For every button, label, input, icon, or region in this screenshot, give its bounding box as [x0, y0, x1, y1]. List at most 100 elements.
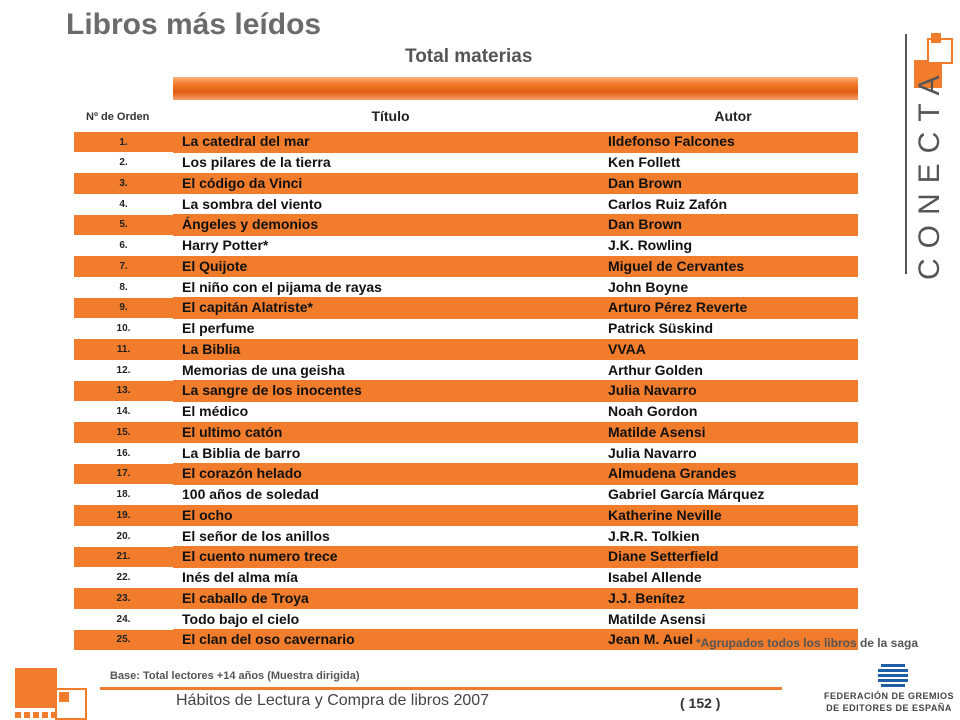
row-number: 4. — [74, 193, 173, 215]
row-number: 11. — [74, 339, 173, 360]
books-table: 1. La catedral del mar Ildefonso Falcones 2… — [74, 132, 858, 650]
table-row: 3. El código da Vinci Dan Brown — [74, 173, 858, 194]
corner-logo-dots — [15, 712, 55, 718]
row-number: 10. — [74, 318, 173, 339]
book-title: Ángeles y demonios — [173, 214, 608, 236]
table-row: 12. Memorias de una geisha Arthur Golden — [74, 359, 858, 381]
book-title: El ocho — [173, 505, 608, 526]
book-author: Dan Brown — [608, 173, 858, 194]
row-number: 20. — [74, 525, 173, 547]
book-author: Gabriel García Márquez — [608, 483, 858, 506]
book-author: Matilde Asensi — [608, 608, 858, 630]
column-header-autor: Autor — [714, 108, 752, 124]
federacion-line1: FEDERACIÓN DE GREMIOS — [823, 691, 954, 701]
table-row: 8. El niño con el pijama de rayas John Boy… — [74, 276, 858, 298]
book-title: El capitán Alatriste* — [173, 297, 608, 319]
book-title: La catedral del mar — [173, 132, 608, 153]
book-title: El corazón helado — [173, 463, 608, 485]
conecta-logo: CONECTA — [905, 30, 960, 280]
book-author: John Boyne — [608, 276, 858, 298]
table-row: 13. La sangre de los inocentes Julia Navar… — [74, 380, 858, 402]
book-author: Julia Navarro — [608, 380, 858, 402]
book-author: Isabel Allende — [608, 566, 858, 589]
row-number: 24. — [74, 608, 173, 630]
book-title: El médico — [173, 400, 608, 423]
table-row: 7. El Quijote Miguel de Cervantes — [74, 256, 858, 277]
row-number: 22. — [74, 567, 173, 588]
table-row: 4. La sombra del viento Carlos Ruiz Zafón — [74, 193, 858, 215]
table-row: 24. Todo bajo el cielo Matilde Asensi — [74, 608, 858, 630]
corner-logo-square — [15, 668, 57, 708]
book-title: Harry Potter* — [173, 234, 608, 257]
table-row: 2. Los pilares de la tierra Ken Follett — [74, 151, 858, 174]
table-row: 18. 100 años de soledad Gabriel García Már… — [74, 483, 858, 506]
book-title: El caballo de Troya — [173, 588, 608, 609]
book-title: La Biblia — [173, 339, 608, 360]
row-number: 25. — [74, 629, 173, 650]
book-author: Katherine Neville — [608, 505, 858, 526]
table-row: 23. El caballo de Troya J.J. Benítez — [74, 588, 858, 609]
row-number: 2. — [74, 152, 173, 173]
book-title: La sombra del viento — [173, 193, 608, 215]
books-table-body: 1. La catedral del mar Ildefonso Falcones 2… — [74, 132, 858, 650]
table-row: 6. Harry Potter* J.K. Rowling — [74, 234, 858, 257]
book-author: J.R.R. Tolkien — [608, 525, 858, 547]
book-title: La Biblia de barro — [173, 442, 608, 464]
row-number: 3. — [74, 173, 173, 194]
table-row: 17. El corazón helado Almudena Grandes — [74, 463, 858, 485]
row-number: 13. — [74, 380, 173, 402]
book-author: J.K. Rowling — [608, 234, 858, 257]
table-row: 21. El cuento numero trece Diane Setterfie… — [74, 546, 858, 568]
federacion-logo-text: FEDERACIÓN DE GREMIOS DE EDITORES DE ESP… — [818, 690, 960, 714]
book-title: El Quijote — [173, 256, 608, 277]
row-number: 12. — [74, 359, 173, 381]
table-row: 11. La Biblia VVAA — [74, 339, 858, 360]
book-title: El cuento numero trece — [173, 546, 608, 568]
table-row: 22. Inés del alma mía Isabel Allende — [74, 566, 858, 589]
book-author: Matilde Asensi — [608, 422, 858, 443]
book-title: 100 años de soledad — [173, 483, 608, 506]
column-header-titulo: Título — [371, 108, 410, 124]
conecta-logo-square — [914, 60, 942, 88]
book-author: Julia Navarro — [608, 442, 858, 464]
book-author: Miguel de Cervantes — [608, 256, 858, 277]
page-number: ( 152 ) — [680, 695, 721, 711]
row-number: 9. — [74, 297, 173, 319]
conecta-logo-small-square — [931, 33, 941, 43]
row-number: 7. — [74, 256, 173, 277]
book-author: Ken Follett — [608, 151, 858, 174]
book-author: Ildefonso Falcones — [608, 132, 858, 153]
saga-note: *Agrupados todos los libros de la saga — [695, 636, 918, 650]
row-number: 6. — [74, 235, 173, 256]
table-row: 19. El ocho Katherine Neville — [74, 505, 858, 526]
book-title: El código da Vinci — [173, 173, 608, 194]
table-row: 16. La Biblia de barro Julia Navarro — [74, 442, 858, 464]
book-title: Memorias de una geisha — [173, 359, 608, 381]
book-title: El señor de los anillos — [173, 525, 608, 547]
book-author: Diane Setterfield — [608, 546, 858, 568]
book-author: Carlos Ruiz Zafón — [608, 193, 858, 215]
row-number: 23. — [74, 588, 173, 609]
book-title: Los pilares de la tierra — [173, 151, 608, 174]
book-title: La sangre de los inocentes — [173, 380, 608, 402]
table-row: 5. Ángeles y demonios Dan Brown — [74, 214, 858, 236]
corner-logo — [15, 668, 87, 720]
federacion-line2: DE EDITORES DE ESPAÑA — [826, 703, 952, 713]
row-number: 1. — [74, 132, 173, 153]
book-title: Inés del alma mía — [173, 566, 608, 589]
header-band — [173, 77, 858, 100]
footer-text: Hábitos de Lectura y Compra de libros 20… — [176, 692, 490, 709]
book-author: Dan Brown — [608, 214, 858, 236]
book-author: Arturo Pérez Reverte — [608, 297, 858, 319]
book-title: El niño con el pijama de rayas — [173, 276, 608, 298]
book-title: Todo bajo el cielo — [173, 608, 608, 630]
conecta-logo-text: CONECTA — [913, 65, 946, 280]
book-title: El ultimo catón — [173, 422, 608, 443]
row-number: 8. — [74, 276, 173, 298]
page-subtitle: Total materias — [405, 46, 533, 67]
base-note: Base: Total lectores +14 años (Muestra d… — [110, 670, 360, 682]
table-row: 20. El señor de los anillos J.R.R. Tolkien — [74, 525, 858, 547]
column-header-orden: Nº de Orden — [86, 111, 150, 123]
row-number: 17. — [74, 463, 173, 485]
book-author: VVAA — [608, 339, 858, 360]
